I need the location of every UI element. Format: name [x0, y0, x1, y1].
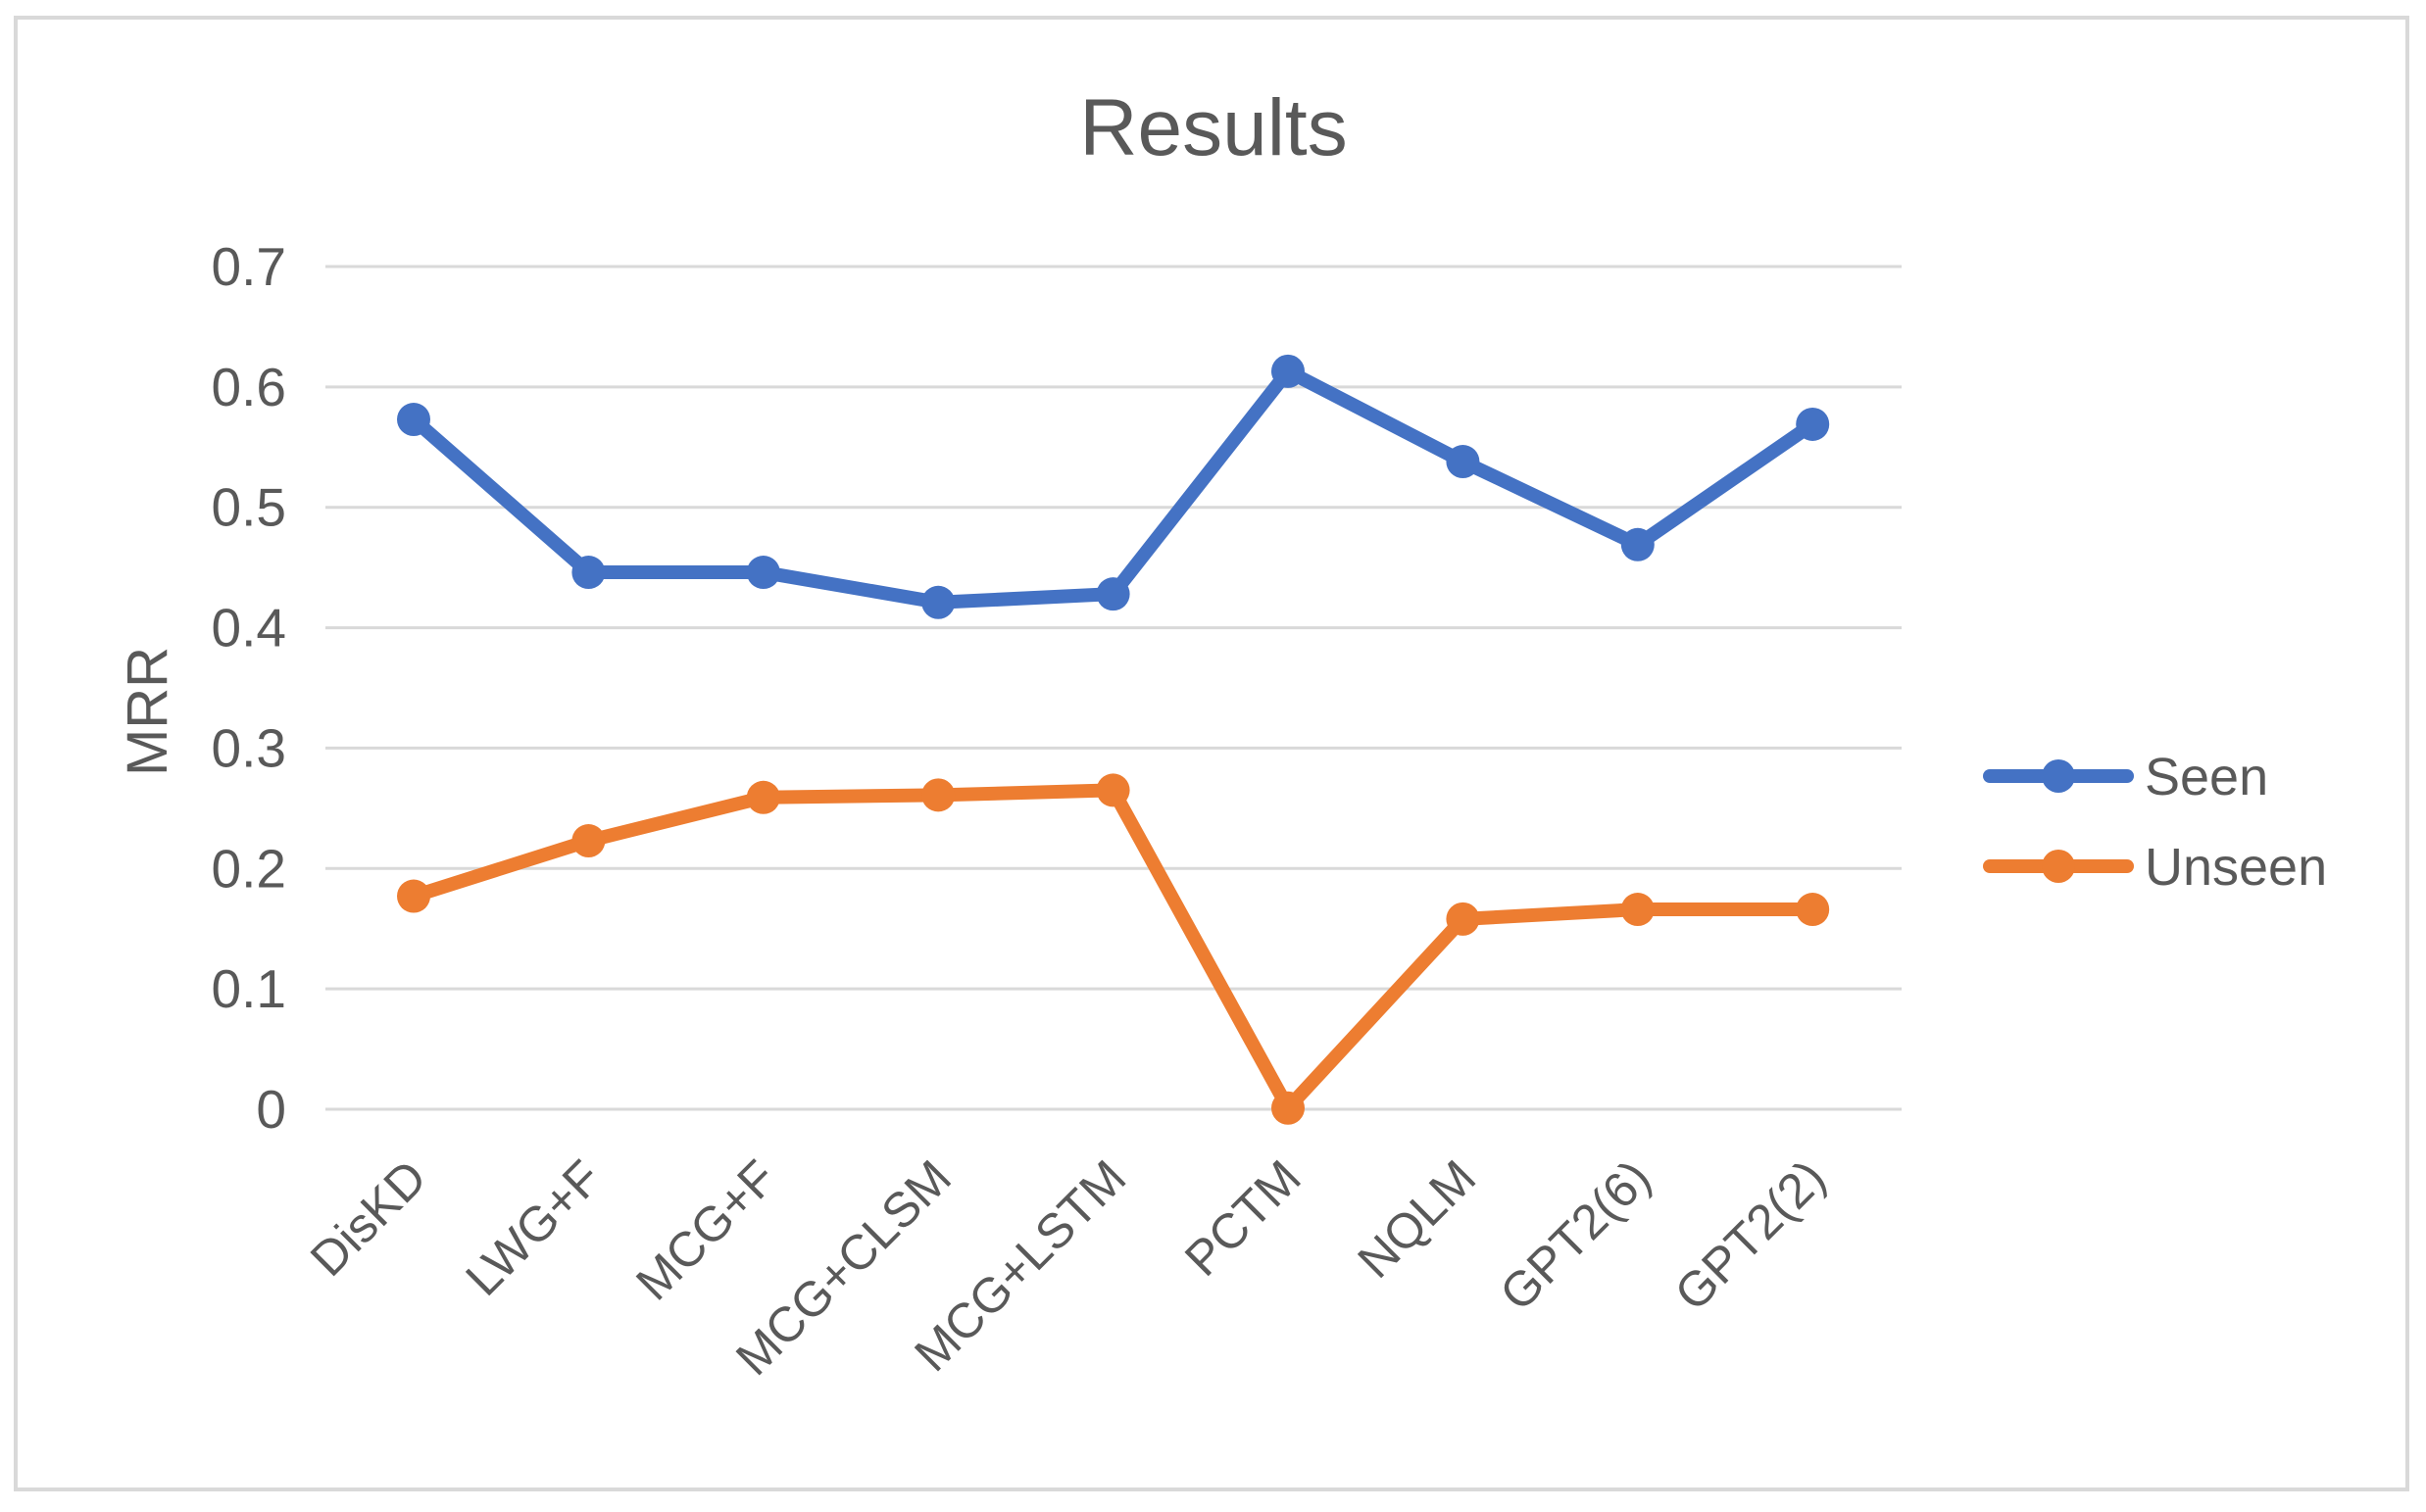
y-tick-label: 0.1 [212, 958, 286, 1019]
data-point [1271, 354, 1305, 388]
chart-title: Results [1079, 83, 1347, 172]
data-point [1096, 773, 1130, 807]
data-point [397, 879, 430, 913]
data-point [921, 778, 956, 812]
data-point [571, 556, 606, 590]
y-axis-ticks: 0 0.1 0.2 0.3 0.4 0.5 0.6 0.7 [212, 236, 286, 1140]
y-tick-label: 0.4 [212, 598, 286, 658]
y-tick-label: 0.3 [212, 717, 286, 778]
data-point [1271, 1091, 1305, 1125]
gridlines [325, 265, 1902, 1111]
data-point [1096, 577, 1130, 611]
data-point [1446, 445, 1480, 479]
x-tick-label: DisKD [300, 1149, 437, 1287]
x-tick-label: GPT2(6) [1489, 1149, 1660, 1321]
y-tick-label: 0.2 [212, 838, 286, 899]
y-tick-label: 0 [256, 1079, 286, 1140]
legend-swatch-marker [2042, 759, 2075, 793]
series-line [407, 364, 1820, 610]
data-point [571, 824, 606, 858]
series-layer [397, 354, 1830, 1125]
y-tick-label: 0.7 [212, 236, 286, 297]
y-tick-label: 0.6 [212, 357, 286, 417]
x-tick-label: MCG+F [625, 1149, 786, 1310]
data-point [1796, 407, 1830, 441]
legend-swatch-marker [2042, 850, 2075, 883]
chart-frame [14, 16, 2409, 1491]
legend-label: Seen [2145, 748, 2268, 806]
legend-label: Unseen [2145, 838, 2327, 897]
legend-item: Seen [1983, 748, 2268, 806]
data-point [921, 585, 956, 619]
data-point [1620, 527, 1655, 561]
series-line [407, 783, 1820, 1115]
data-point [397, 403, 430, 437]
series-seen [397, 354, 1830, 619]
x-tick-label: PCTM [1174, 1149, 1312, 1287]
data-point [1446, 902, 1480, 936]
x-tick-label: NQLM [1347, 1149, 1486, 1289]
y-axis-label: MRR [116, 647, 179, 776]
data-point [1620, 893, 1655, 927]
series-unseen [397, 773, 1830, 1125]
data-point [1796, 893, 1830, 927]
data-point [746, 780, 780, 814]
data-point [746, 556, 780, 590]
x-tick-label: GPT2(2) [1664, 1149, 1836, 1321]
y-tick-label: 0.5 [212, 477, 286, 538]
x-tick-label: LWG+F [455, 1149, 612, 1306]
legend: Seen Unseen [1983, 748, 2327, 897]
legend-item: Unseen [1983, 838, 2327, 897]
